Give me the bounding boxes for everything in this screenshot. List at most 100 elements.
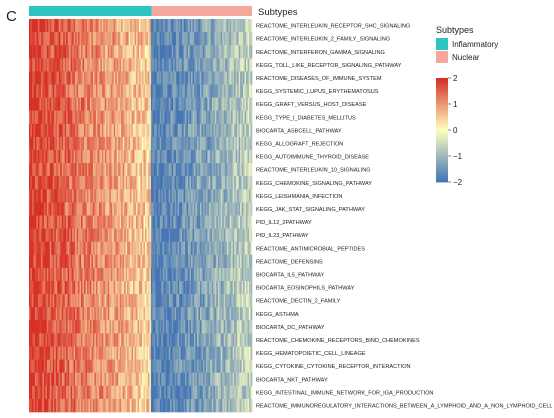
heatmap-cell bbox=[133, 372, 135, 387]
heatmap-cell bbox=[246, 359, 248, 373]
heatmap-cell bbox=[98, 398, 101, 413]
heatmap-cell bbox=[168, 176, 171, 190]
heatmap-cell bbox=[196, 136, 199, 151]
heatmap-cell bbox=[110, 294, 113, 308]
heatmap-cell bbox=[72, 320, 74, 334]
heatmap-cell bbox=[112, 241, 115, 256]
heatmap-cell bbox=[88, 385, 91, 400]
heatmap-cell bbox=[57, 71, 60, 85]
heatmap-cell bbox=[247, 241, 250, 256]
heatmap-cell bbox=[250, 110, 253, 125]
heatmap-cell bbox=[127, 307, 129, 321]
heatmap-cell bbox=[155, 320, 158, 334]
heatmap-cell bbox=[165, 32, 168, 46]
heatmap-cell bbox=[82, 320, 85, 334]
heatmap-cell bbox=[226, 254, 229, 269]
heatmap-cell bbox=[170, 136, 173, 151]
heatmap-cell bbox=[246, 150, 248, 164]
heatmap-cell bbox=[198, 385, 201, 400]
heatmap-cell bbox=[29, 176, 31, 190]
heatmap-cell bbox=[48, 202, 51, 216]
colorbar-step bbox=[436, 104, 448, 107]
heatmap-cell bbox=[125, 19, 128, 33]
heatmap-cell bbox=[110, 385, 113, 400]
heatmap-cell bbox=[37, 228, 40, 242]
heatmap-cell bbox=[118, 45, 120, 59]
heatmap-cell bbox=[208, 294, 211, 308]
heatmap-cell bbox=[149, 150, 152, 164]
heatmap-cell bbox=[208, 32, 211, 46]
heatmap-cell bbox=[121, 163, 123, 177]
heatmap-cell bbox=[249, 385, 251, 400]
heatmap-cell bbox=[106, 110, 109, 125]
heatmap-cell bbox=[194, 150, 196, 164]
heatmap-cell bbox=[141, 58, 144, 72]
heatmap-cell bbox=[149, 176, 152, 190]
heatmap-cell bbox=[150, 281, 153, 295]
heatmap-cell bbox=[127, 294, 129, 308]
heatmap-cell bbox=[61, 176, 64, 190]
heatmap-cell bbox=[216, 58, 219, 72]
heatmap-cell bbox=[75, 163, 77, 177]
heatmap-cell bbox=[241, 19, 244, 33]
heatmap-cell bbox=[180, 163, 183, 177]
heatmap-cell bbox=[106, 84, 109, 98]
heatmap-cell bbox=[79, 254, 82, 269]
heatmap-cell bbox=[199, 241, 202, 256]
panel-letter: C bbox=[6, 8, 17, 25]
heatmap-cell bbox=[86, 359, 89, 373]
heatmap-cell bbox=[54, 163, 57, 177]
heatmap-cell bbox=[76, 84, 79, 98]
heatmap-cell bbox=[155, 163, 158, 177]
heatmap-cell bbox=[188, 84, 190, 98]
heatmap-cell bbox=[55, 254, 58, 269]
heatmap-cell bbox=[110, 84, 113, 98]
heatmap-cell bbox=[149, 241, 152, 256]
heatmap-cell bbox=[250, 71, 253, 85]
heatmap-cell bbox=[82, 215, 85, 229]
colorbar-step bbox=[436, 128, 448, 131]
heatmap-cell bbox=[210, 84, 213, 98]
heatmap-cell bbox=[150, 71, 153, 85]
heatmap-cell bbox=[146, 320, 149, 334]
heatmap-cell bbox=[146, 254, 149, 269]
heatmap-cell bbox=[238, 385, 241, 400]
heatmap-cell bbox=[223, 346, 226, 360]
heatmap-cell bbox=[134, 202, 137, 216]
heatmap-cell bbox=[113, 84, 116, 98]
heatmap-cell bbox=[222, 254, 225, 269]
heatmap-cell bbox=[61, 254, 64, 269]
heatmap-cell bbox=[64, 241, 67, 256]
heatmap-cell bbox=[67, 398, 70, 413]
heatmap-cell bbox=[164, 228, 167, 242]
heatmap-cell bbox=[228, 346, 230, 360]
heatmap-cell bbox=[222, 359, 225, 373]
heatmap-cell bbox=[147, 110, 150, 125]
heatmap-cell bbox=[194, 385, 196, 400]
heatmap-cell bbox=[124, 84, 126, 98]
heatmap-cell bbox=[57, 254, 60, 269]
heatmap-cell bbox=[229, 241, 232, 256]
heatmap-cell bbox=[228, 32, 230, 46]
heatmap-cell bbox=[66, 176, 68, 190]
heatmap-cell bbox=[176, 32, 178, 46]
heatmap-cell bbox=[45, 32, 48, 46]
heatmap-cell bbox=[237, 150, 239, 164]
heatmap-cell bbox=[91, 281, 94, 295]
heatmap-cell bbox=[202, 32, 205, 46]
heatmap-cell bbox=[147, 254, 150, 269]
heatmap-cell bbox=[204, 254, 207, 269]
heatmap-cell bbox=[88, 228, 91, 242]
heatmap-cell bbox=[150, 215, 153, 229]
heatmap-cell bbox=[33, 45, 36, 59]
heatmap-cell bbox=[210, 71, 213, 85]
heatmap-cell bbox=[34, 346, 37, 360]
heatmap-cell bbox=[235, 58, 238, 72]
heatmap-cell bbox=[140, 372, 143, 387]
heatmap-cell bbox=[91, 84, 94, 98]
heatmap-cell bbox=[238, 163, 241, 177]
heatmap-cell bbox=[152, 281, 155, 295]
heatmap-cell bbox=[183, 110, 186, 125]
heatmap-cell bbox=[191, 359, 193, 373]
heatmap-cell bbox=[88, 320, 91, 334]
